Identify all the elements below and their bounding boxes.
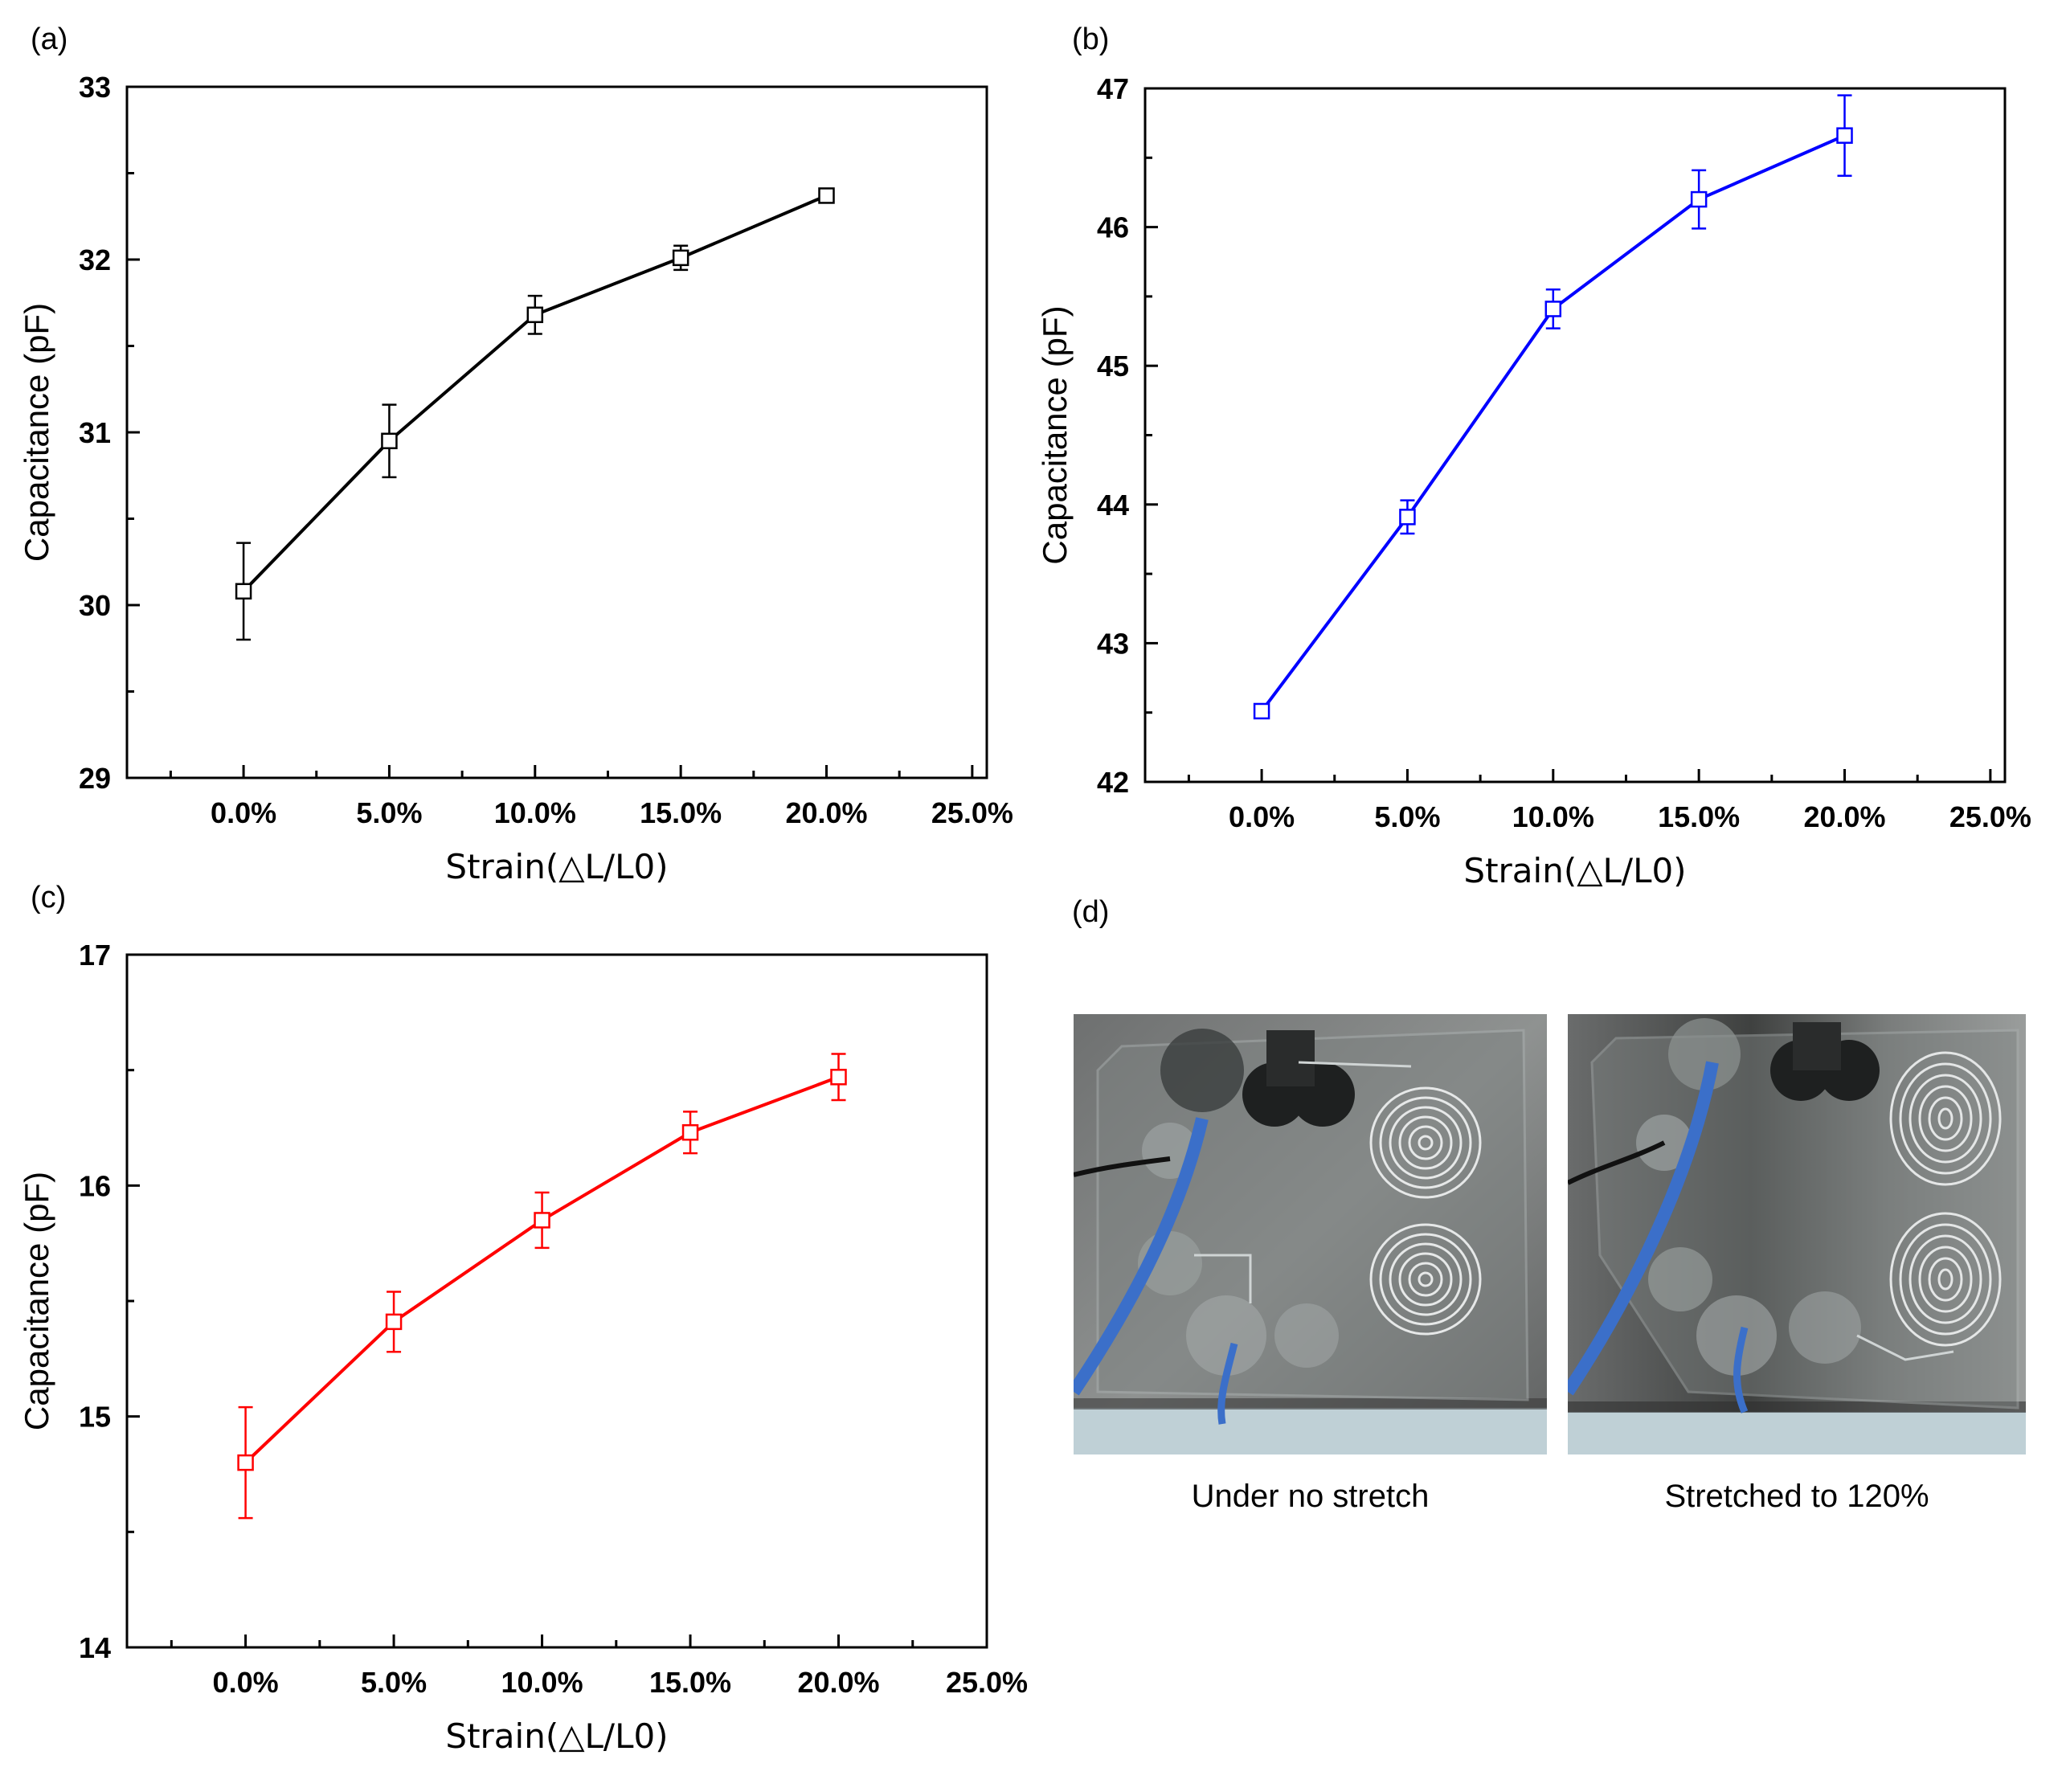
series-line-a [242, 194, 828, 593]
y-tick-label-c: 14 [79, 1631, 111, 1664]
data-point-a [235, 583, 252, 600]
data-point-c [237, 1454, 254, 1471]
y-tick-label-b: 44 [1097, 489, 1129, 522]
x-tick-label-c: 10.0% [501, 1666, 583, 1699]
x-tick-label-c: 0.0% [213, 1666, 279, 1699]
x-axis-label-b: Strain(△L/L0) [1463, 851, 1686, 890]
y-tick-label-a: 29 [79, 762, 111, 795]
spiral-electrode-icon [1369, 1086, 1482, 1336]
y-tick-label-c: 15 [79, 1401, 111, 1434]
x-tick-label-a: 5.0% [356, 796, 422, 829]
data-point-a [672, 249, 689, 267]
y-tick-label-b: 47 [1097, 72, 1129, 105]
y-tick-label-b: 43 [1097, 627, 1129, 660]
y-tick-label-b: 42 [1097, 766, 1129, 799]
panel-label-b: (b) [1072, 23, 1110, 56]
data-point-a [818, 187, 835, 204]
y-tick-label-c: 17 [79, 939, 111, 972]
caption-stretched: Stretched to 120% [1664, 1479, 1929, 1514]
y-axis-label-b: Capacitance (pF) [1036, 305, 1074, 564]
x-axis-label-c: Strain(△L/L0) [445, 1716, 668, 1756]
x-tick-label-c: 15.0% [649, 1666, 731, 1699]
data-point-c [830, 1069, 847, 1086]
y-tick-label-a: 31 [79, 416, 111, 449]
data-point-b [1836, 127, 1853, 144]
photo-no-stretch [1074, 1014, 1547, 1454]
data-point-a [381, 432, 398, 449]
x-tick-label-c: 5.0% [361, 1666, 427, 1699]
panel-label-a: (a) [31, 23, 68, 56]
data-point-c [534, 1212, 550, 1229]
plot-frame-a [125, 85, 988, 779]
y-axis-label-c: Capacitance (pF) [18, 1172, 55, 1430]
x-tick-label-a: 10.0% [494, 796, 576, 829]
series-line-c [244, 1075, 840, 1464]
plot-frame-c [125, 953, 988, 1649]
x-tick-label-b: 15.0% [1658, 800, 1740, 833]
plot-frame-b [1143, 87, 2007, 783]
y-tick-label-a: 33 [79, 71, 111, 104]
x-tick-label-a: 20.0% [785, 796, 867, 829]
data-point-c [681, 1123, 699, 1141]
y-tick-label-b: 45 [1097, 350, 1129, 383]
x-axis-label-a: Strain(△L/L0) [445, 847, 668, 886]
y-axis-label-a: Capacitance (pF) [18, 303, 55, 562]
x-tick-label-c: 25.0% [946, 1666, 1028, 1699]
y-tick-label-b: 46 [1097, 211, 1129, 244]
y-tick-label-c: 16 [79, 1169, 111, 1202]
x-tick-label-a: 0.0% [211, 796, 276, 829]
data-point-b [1544, 301, 1562, 317]
spiral-electrode-icon [1889, 1051, 2002, 1347]
x-tick-label-a: 25.0% [931, 796, 1013, 829]
x-tick-label-b: 25.0% [1949, 800, 2031, 833]
data-point-b [1399, 509, 1416, 526]
x-tick-label-b: 20.0% [1803, 800, 1885, 833]
data-point-b [1690, 190, 1708, 208]
data-point-b [1253, 702, 1270, 720]
data-point-a [526, 306, 544, 324]
y-tick-label-a: 30 [79, 589, 111, 622]
series-line-b [1260, 133, 1846, 713]
x-tick-label-b: 10.0% [1512, 800, 1594, 833]
caption-no-stretch: Under no stretch [1191, 1479, 1430, 1514]
photo-stretched [1568, 1014, 2026, 1454]
x-tick-label-b: 0.0% [1229, 800, 1295, 833]
x-tick-label-b: 5.0% [1374, 800, 1440, 833]
panel-label-d: (d) [1072, 895, 1110, 929]
x-tick-label-a: 15.0% [640, 796, 722, 829]
y-tick-label-a: 32 [79, 243, 111, 276]
x-tick-label-c: 20.0% [797, 1666, 879, 1699]
panel-label-c: (c) [31, 881, 67, 914]
data-point-c [385, 1313, 403, 1331]
